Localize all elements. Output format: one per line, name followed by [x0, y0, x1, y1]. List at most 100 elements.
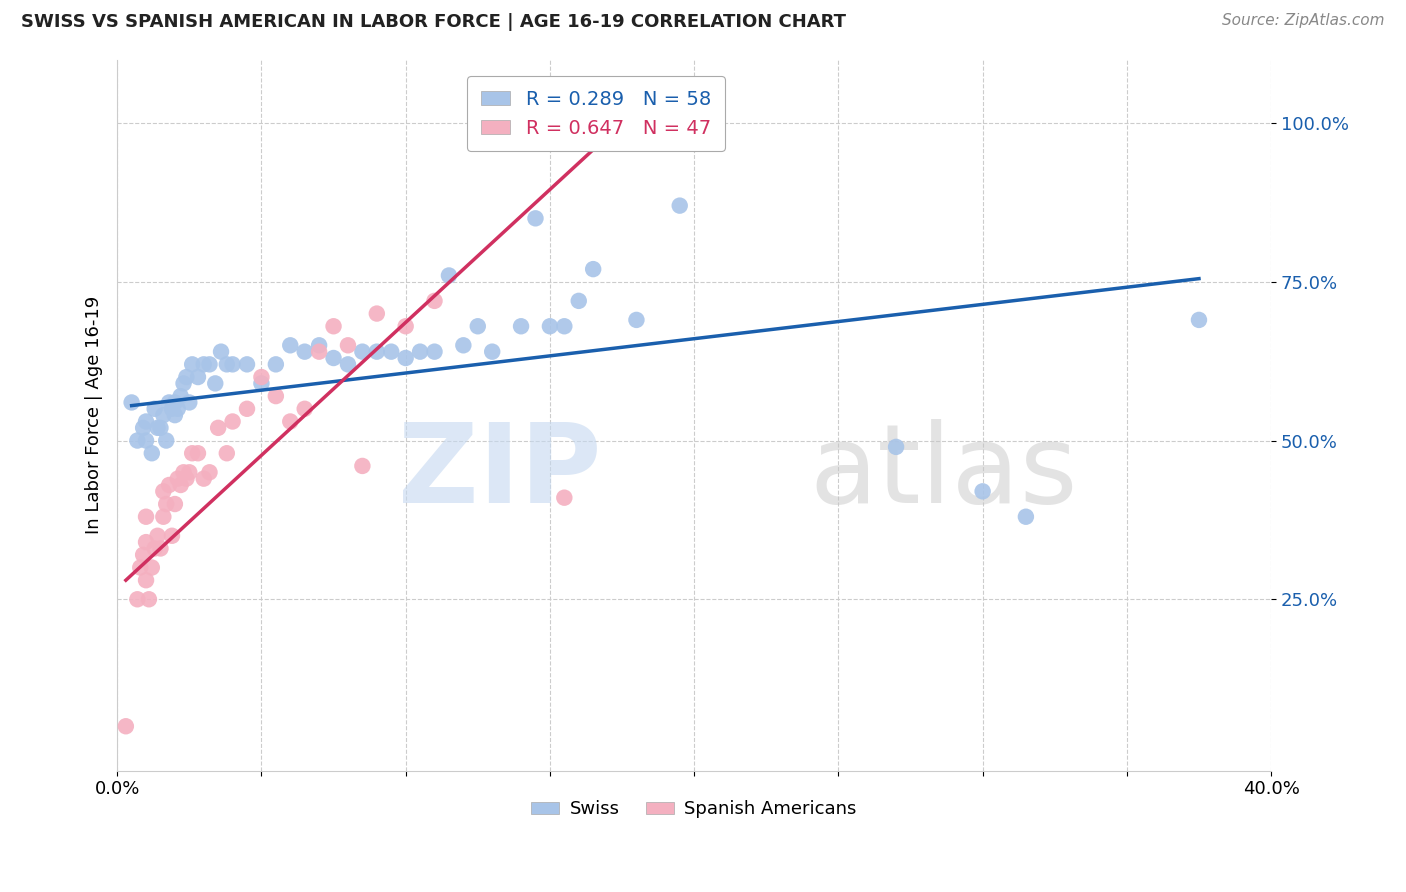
Point — [538, 319, 561, 334]
Point — [524, 211, 547, 226]
Point — [143, 541, 166, 556]
Point — [129, 560, 152, 574]
Point — [135, 415, 157, 429]
Point — [187, 370, 209, 384]
Point — [143, 401, 166, 416]
Point — [173, 376, 195, 391]
Point — [437, 268, 460, 283]
Point — [198, 357, 221, 371]
Point — [181, 357, 204, 371]
Point — [146, 421, 169, 435]
Point — [115, 719, 138, 733]
Point — [163, 395, 186, 409]
Point — [176, 370, 198, 384]
Point — [308, 338, 330, 352]
Point — [236, 401, 259, 416]
Point — [626, 313, 648, 327]
Point — [250, 370, 273, 384]
Point — [135, 573, 157, 587]
Point — [352, 344, 374, 359]
Point — [160, 529, 183, 543]
Point — [467, 319, 489, 334]
Point — [380, 344, 402, 359]
Point — [423, 344, 446, 359]
Point — [568, 293, 591, 308]
Point — [278, 338, 301, 352]
Point — [481, 116, 503, 130]
Point — [278, 415, 301, 429]
Point — [141, 446, 163, 460]
Text: ZIP: ZIP — [398, 418, 602, 525]
Point — [209, 344, 232, 359]
Point — [236, 357, 259, 371]
Point — [510, 319, 533, 334]
Point — [160, 401, 183, 416]
Point — [568, 116, 591, 130]
Point — [132, 421, 155, 435]
Point — [264, 389, 287, 403]
Point — [193, 472, 215, 486]
Point — [163, 408, 186, 422]
Legend: Swiss, Spanish Americans: Swiss, Spanish Americans — [524, 793, 865, 826]
Point — [884, 440, 907, 454]
Point — [553, 491, 575, 505]
Point — [166, 472, 188, 486]
Point — [553, 319, 575, 334]
Point — [352, 458, 374, 473]
Point — [152, 484, 174, 499]
Point — [155, 497, 177, 511]
Point — [582, 116, 605, 130]
Point — [149, 421, 172, 435]
Point — [169, 389, 191, 403]
Point — [149, 541, 172, 556]
Point — [395, 319, 418, 334]
Point — [322, 351, 344, 365]
Point — [215, 357, 238, 371]
Point — [582, 262, 605, 277]
Point — [163, 497, 186, 511]
Point — [207, 421, 229, 435]
Point — [179, 465, 201, 479]
Point — [138, 592, 160, 607]
Point — [179, 395, 201, 409]
Point — [135, 434, 157, 448]
Point — [176, 472, 198, 486]
Point — [294, 344, 316, 359]
Point — [187, 446, 209, 460]
Point — [610, 116, 633, 130]
Point — [366, 307, 388, 321]
Point — [308, 344, 330, 359]
Point — [146, 529, 169, 543]
Point — [221, 415, 243, 429]
Text: atlas: atlas — [810, 418, 1078, 525]
Y-axis label: In Labor Force | Age 16-19: In Labor Force | Age 16-19 — [86, 296, 103, 534]
Point — [157, 478, 180, 492]
Point — [453, 338, 475, 352]
Point — [198, 465, 221, 479]
Point — [972, 484, 994, 499]
Point — [132, 548, 155, 562]
Point — [127, 592, 149, 607]
Point — [322, 319, 344, 334]
Text: SWISS VS SPANISH AMERICAN IN LABOR FORCE | AGE 16-19 CORRELATION CHART: SWISS VS SPANISH AMERICAN IN LABOR FORCE… — [21, 13, 846, 31]
Point — [294, 401, 316, 416]
Text: Source: ZipAtlas.com: Source: ZipAtlas.com — [1222, 13, 1385, 29]
Point — [481, 344, 503, 359]
Point — [409, 344, 432, 359]
Point — [1015, 509, 1038, 524]
Point — [336, 338, 359, 352]
Point — [135, 535, 157, 549]
Point — [366, 344, 388, 359]
Point — [204, 376, 226, 391]
Point — [1188, 313, 1211, 327]
Point — [141, 560, 163, 574]
Point — [152, 408, 174, 422]
Point — [215, 446, 238, 460]
Point — [221, 357, 243, 371]
Point — [155, 434, 177, 448]
Point — [336, 357, 359, 371]
Point — [668, 199, 690, 213]
Point — [157, 395, 180, 409]
Point — [166, 401, 188, 416]
Point — [127, 434, 149, 448]
